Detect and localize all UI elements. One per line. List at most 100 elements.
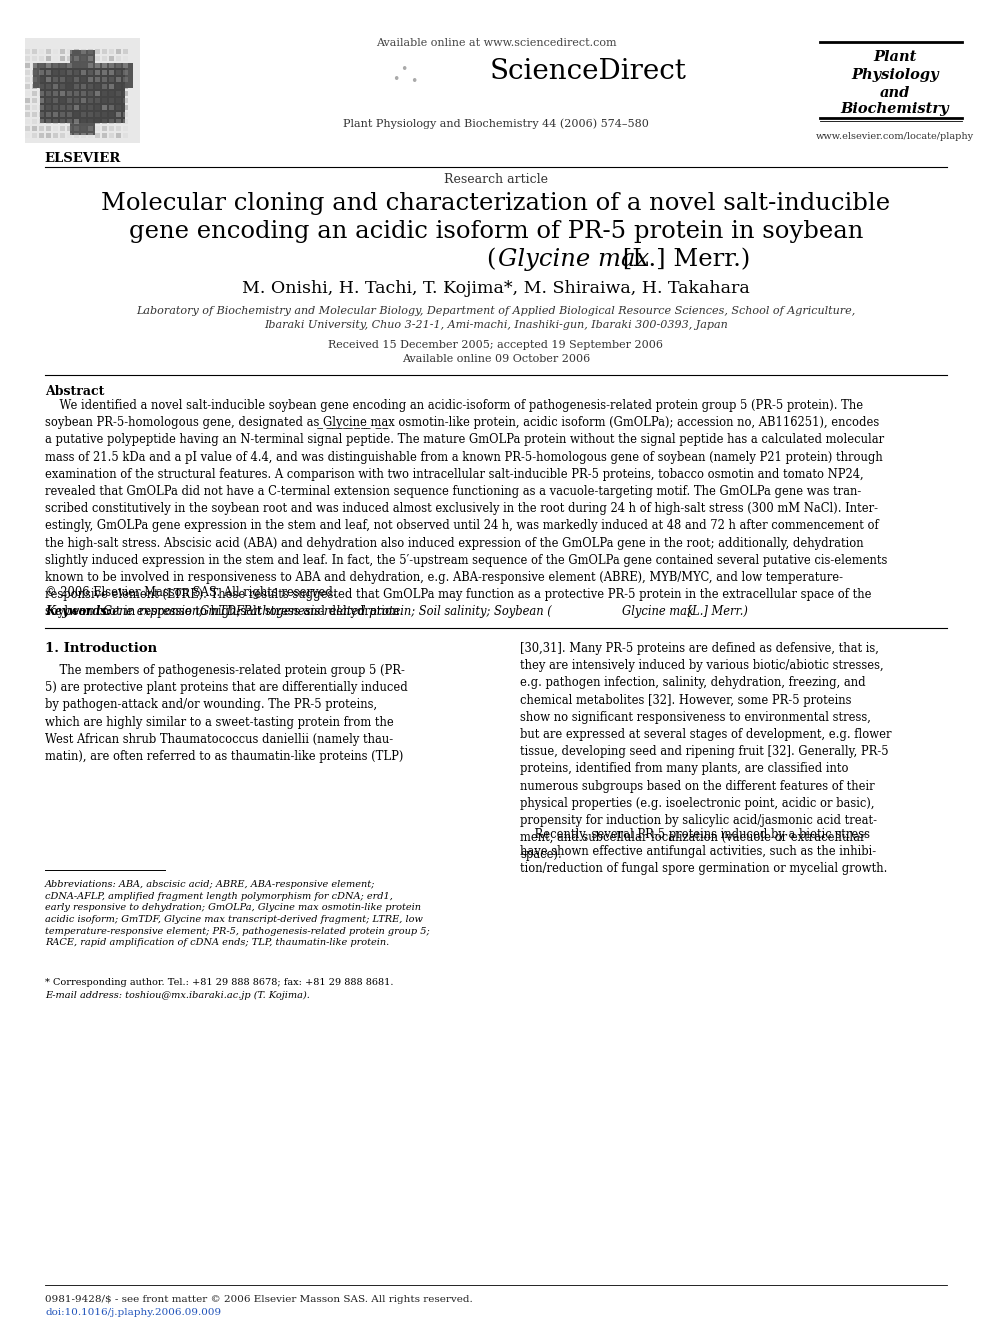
Bar bbox=[32, 98, 37, 103]
Bar bbox=[123, 70, 128, 75]
Text: © 2006 Elsevier Masson SAS. All rights reserved.: © 2006 Elsevier Masson SAS. All rights r… bbox=[45, 586, 336, 599]
Bar bbox=[39, 112, 44, 116]
Text: ELSEVIER: ELSEVIER bbox=[44, 152, 120, 165]
Bar bbox=[109, 126, 114, 131]
Bar bbox=[116, 77, 121, 82]
Bar bbox=[102, 134, 107, 138]
Bar bbox=[95, 119, 100, 124]
Text: Laboratory of Biochemistry and Molecular Biology, Department of Applied Biologic: Laboratory of Biochemistry and Molecular… bbox=[136, 306, 856, 316]
Text: 0981-9428/$ - see front matter © 2006 Elsevier Masson SAS. All rights reserved.: 0981-9428/$ - see front matter © 2006 El… bbox=[45, 1295, 473, 1304]
Text: Ibaraki University, Chuo 3-21-1, Ami-machi, Inashiki-gun, Ibaraki 300-0393, Japa: Ibaraki University, Chuo 3-21-1, Ami-mac… bbox=[264, 320, 728, 329]
Bar bbox=[95, 49, 100, 54]
Bar bbox=[116, 49, 121, 54]
Bar bbox=[39, 119, 44, 124]
Bar bbox=[102, 83, 107, 89]
Bar bbox=[123, 98, 128, 103]
Bar bbox=[67, 98, 72, 103]
Bar bbox=[67, 77, 72, 82]
Bar bbox=[60, 134, 65, 138]
Bar bbox=[39, 91, 44, 97]
Bar bbox=[116, 91, 121, 97]
Bar bbox=[39, 105, 44, 110]
Bar bbox=[53, 105, 58, 110]
Bar bbox=[81, 49, 86, 54]
Bar bbox=[32, 49, 37, 54]
Bar bbox=[74, 134, 79, 138]
Bar bbox=[32, 105, 37, 110]
Bar bbox=[88, 77, 93, 82]
Bar bbox=[25, 70, 30, 75]
Bar bbox=[116, 105, 121, 110]
Bar bbox=[60, 77, 65, 82]
Bar bbox=[88, 56, 93, 61]
Bar bbox=[32, 64, 37, 67]
Bar bbox=[81, 64, 86, 67]
Text: [L.] Merr.): [L.] Merr.) bbox=[684, 605, 748, 618]
Text: Received 15 December 2005; accepted 19 September 2006: Received 15 December 2005; accepted 19 S… bbox=[328, 340, 664, 351]
Bar bbox=[53, 91, 58, 97]
Bar bbox=[46, 105, 51, 110]
Bar bbox=[116, 112, 121, 116]
Bar bbox=[39, 64, 44, 67]
Bar bbox=[81, 98, 86, 103]
Text: www.elsevier.com/locate/plaphy: www.elsevier.com/locate/plaphy bbox=[816, 132, 974, 142]
Bar bbox=[102, 119, 107, 124]
Text: Gene expression;: Gene expression; bbox=[103, 605, 206, 618]
Bar bbox=[67, 49, 72, 54]
Bar bbox=[74, 64, 79, 67]
Bar bbox=[123, 64, 128, 67]
Text: Plant Physiology and Biochemistry 44 (2006) 574–580: Plant Physiology and Biochemistry 44 (20… bbox=[343, 118, 649, 128]
Bar bbox=[109, 70, 114, 75]
Bar bbox=[46, 77, 51, 82]
Bar bbox=[32, 112, 37, 116]
Bar bbox=[46, 49, 51, 54]
Bar bbox=[32, 119, 37, 124]
Text: •: • bbox=[401, 64, 408, 75]
Bar bbox=[95, 64, 100, 67]
Bar bbox=[109, 134, 114, 138]
Text: Biochemistry: Biochemistry bbox=[840, 102, 949, 116]
Bar bbox=[46, 91, 51, 97]
Bar bbox=[32, 83, 37, 89]
Bar bbox=[53, 98, 58, 103]
Bar bbox=[88, 126, 93, 131]
Text: Available online at www.sciencedirect.com: Available online at www.sciencedirect.co… bbox=[376, 38, 616, 48]
Text: The members of pathogenesis-related protein group 5 (PR-
5) are protective plant: The members of pathogenesis-related prot… bbox=[45, 664, 408, 763]
Text: [L.] Merr.): [L.] Merr.) bbox=[615, 247, 750, 271]
Bar bbox=[81, 91, 86, 97]
Bar bbox=[74, 126, 79, 131]
Bar bbox=[32, 134, 37, 138]
Text: E-mail address: toshiou@mx.ibaraki.ac.jp (T. Kojima).: E-mail address: toshiou@mx.ibaraki.ac.jp… bbox=[45, 991, 310, 1000]
Bar bbox=[81, 119, 86, 124]
Text: Plant: Plant bbox=[873, 50, 917, 64]
Bar bbox=[25, 105, 30, 110]
Bar bbox=[33, 64, 133, 89]
Bar bbox=[53, 77, 58, 82]
Text: •: • bbox=[392, 73, 400, 86]
Bar bbox=[102, 70, 107, 75]
Bar bbox=[116, 56, 121, 61]
Bar bbox=[32, 126, 37, 131]
Bar bbox=[109, 119, 114, 124]
Bar bbox=[102, 49, 107, 54]
Bar bbox=[53, 56, 58, 61]
Bar bbox=[39, 134, 44, 138]
Bar bbox=[116, 64, 121, 67]
Bar bbox=[102, 105, 107, 110]
Bar bbox=[32, 77, 37, 82]
Text: [30,31]. Many PR-5 proteins are defined as defensive, that is,
they are intensiv: [30,31]. Many PR-5 proteins are defined … bbox=[520, 642, 892, 861]
Bar bbox=[39, 126, 44, 131]
Text: (: ( bbox=[487, 247, 496, 271]
Bar bbox=[53, 49, 58, 54]
Text: and: and bbox=[880, 86, 911, 101]
Bar bbox=[53, 112, 58, 116]
Bar bbox=[46, 98, 51, 103]
Bar bbox=[88, 134, 93, 138]
Bar bbox=[123, 83, 128, 89]
Bar bbox=[60, 70, 65, 75]
Bar bbox=[67, 134, 72, 138]
Bar bbox=[88, 112, 93, 116]
Bar bbox=[123, 134, 128, 138]
Bar bbox=[32, 70, 37, 75]
Bar bbox=[88, 105, 93, 110]
